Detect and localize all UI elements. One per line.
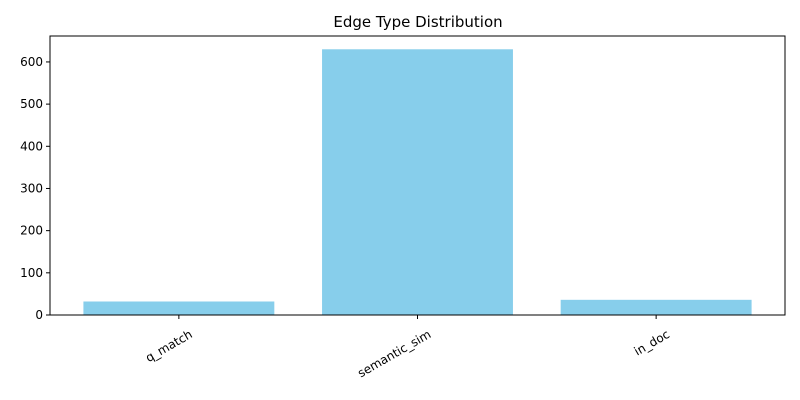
y-tick-label: 200 xyxy=(20,224,43,238)
x-tick-label: in_doc xyxy=(632,327,672,358)
y-tick-label: 100 xyxy=(20,266,43,280)
chart-title: Edge Type Distribution xyxy=(333,13,502,31)
y-tick-label: 400 xyxy=(20,139,43,153)
y-tick-label: 300 xyxy=(20,181,43,195)
x-tick-label: q_match xyxy=(143,327,195,365)
y-tick-label: 500 xyxy=(20,97,43,111)
y-axis: 0 100 200 300 400 500 600 xyxy=(20,55,50,322)
x-axis: q_match semantic_sim in_doc xyxy=(143,315,672,380)
y-tick-label: 0 xyxy=(35,308,43,322)
bars-group xyxy=(83,49,752,316)
y-tick-label: 600 xyxy=(20,55,43,69)
bar-in_doc xyxy=(560,299,752,315)
plot-frame xyxy=(49,35,786,316)
bar-q_match xyxy=(83,301,275,315)
bar-semantic_sim xyxy=(322,49,513,316)
x-tick-label: semantic_sim xyxy=(355,327,433,380)
